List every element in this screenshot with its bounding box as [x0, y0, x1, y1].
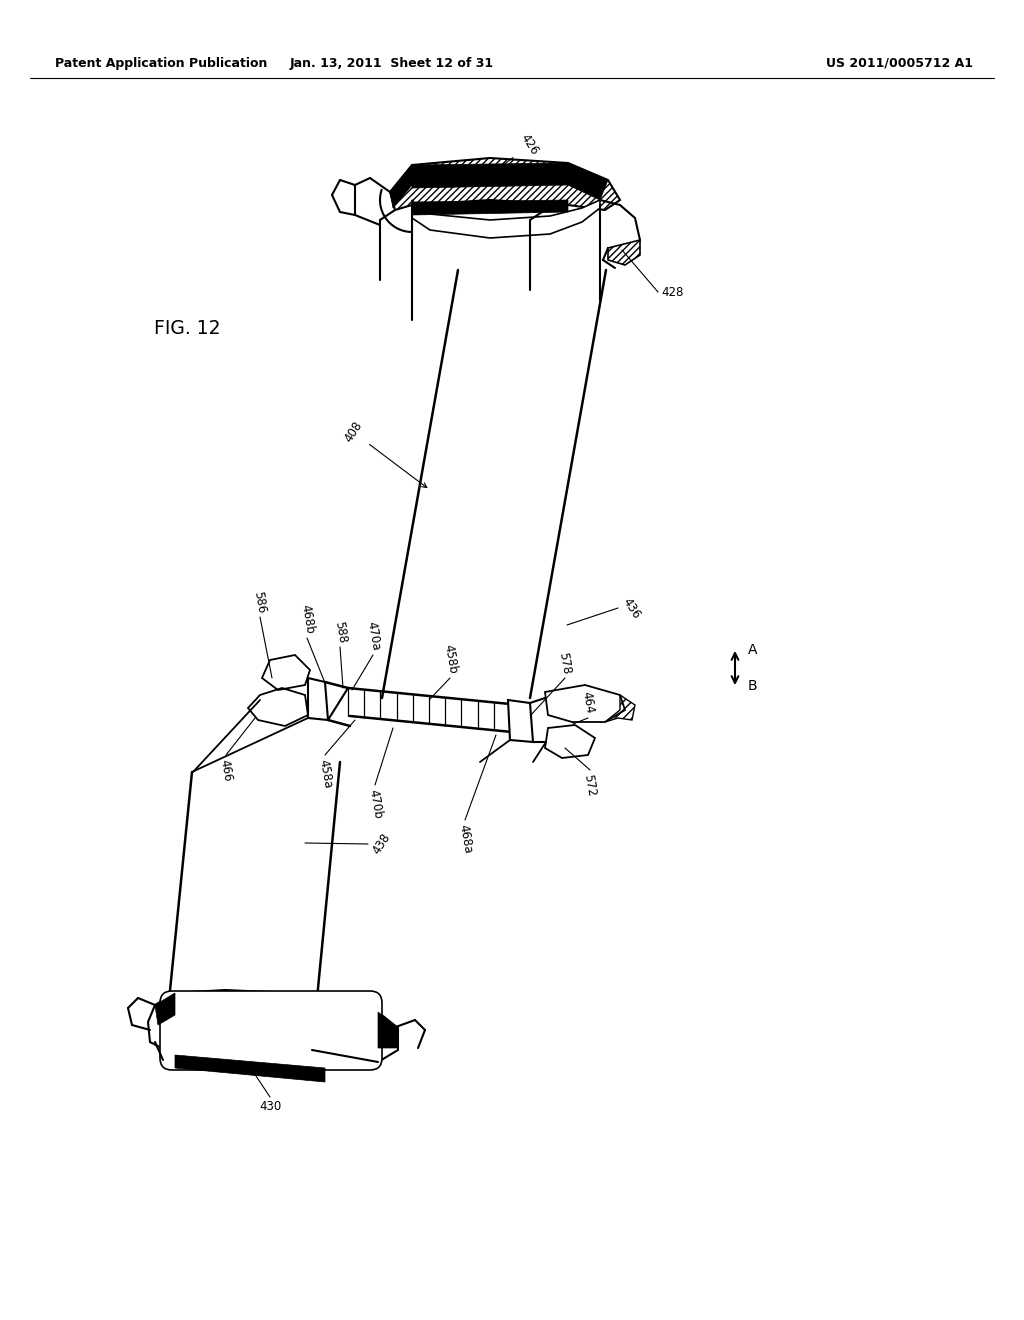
Text: 436: 436: [620, 595, 643, 620]
Text: US 2011/0005712 A1: US 2011/0005712 A1: [826, 57, 974, 70]
Text: 430: 430: [259, 1100, 282, 1113]
Text: 438: 438: [370, 832, 393, 857]
Text: Patent Application Publication: Patent Application Publication: [55, 57, 267, 70]
Text: B: B: [748, 678, 758, 693]
Text: 578: 578: [557, 651, 573, 675]
Polygon shape: [390, 165, 412, 209]
Text: 464: 464: [580, 690, 596, 715]
Text: 572: 572: [582, 774, 598, 797]
Text: 466: 466: [218, 758, 234, 783]
Text: 468a: 468a: [456, 822, 474, 854]
Polygon shape: [508, 700, 534, 742]
Polygon shape: [308, 678, 328, 719]
Polygon shape: [155, 993, 175, 1026]
Polygon shape: [148, 990, 398, 1068]
Polygon shape: [412, 162, 568, 187]
Text: 468b: 468b: [298, 603, 316, 635]
Polygon shape: [412, 201, 568, 215]
Polygon shape: [605, 696, 635, 722]
Polygon shape: [568, 162, 608, 201]
FancyBboxPatch shape: [160, 991, 382, 1071]
Polygon shape: [378, 1012, 398, 1048]
Text: 588: 588: [332, 620, 348, 644]
Text: 470b: 470b: [366, 788, 384, 820]
Text: FIG. 12: FIG. 12: [154, 318, 220, 338]
Text: 428: 428: [662, 285, 683, 298]
Polygon shape: [608, 240, 640, 265]
Text: 458a: 458a: [316, 758, 334, 789]
Text: 470a: 470a: [364, 620, 382, 652]
Polygon shape: [390, 158, 620, 210]
Text: 426: 426: [494, 132, 541, 173]
Text: 458b: 458b: [441, 643, 459, 675]
Text: Jan. 13, 2011  Sheet 12 of 31: Jan. 13, 2011 Sheet 12 of 31: [290, 57, 494, 70]
Text: A: A: [748, 643, 758, 657]
Polygon shape: [175, 1055, 325, 1082]
Text: 408: 408: [341, 420, 427, 487]
Polygon shape: [412, 201, 600, 238]
Text: 586: 586: [252, 590, 268, 614]
